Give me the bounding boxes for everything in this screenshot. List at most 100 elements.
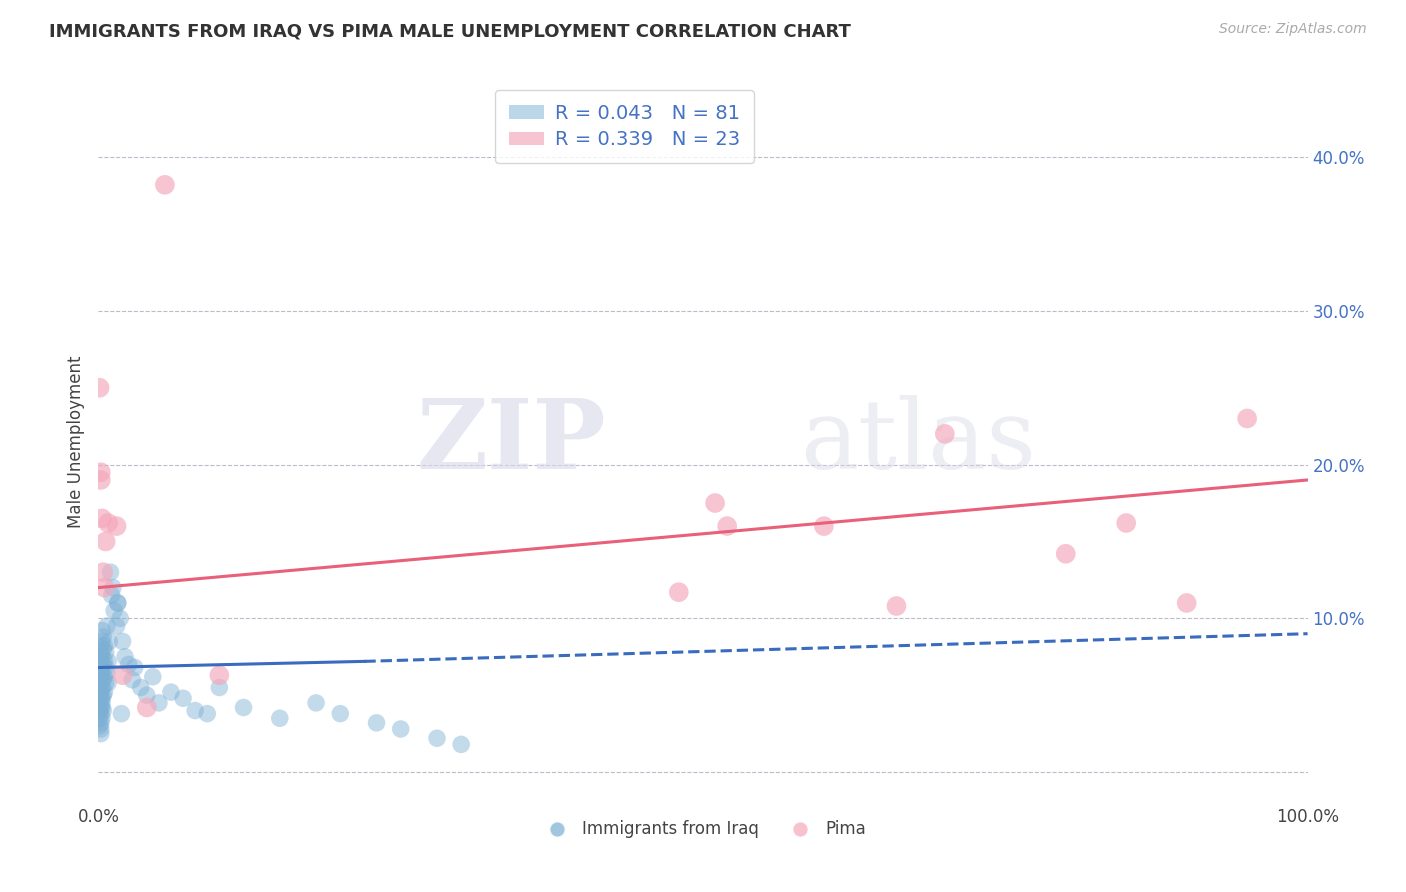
Point	[110, 706, 132, 721]
Point	[1054, 547, 1077, 561]
Point	[135, 688, 157, 702]
Point	[91, 700, 114, 714]
Point	[91, 649, 114, 664]
Point	[1175, 596, 1198, 610]
Text: Source: ZipAtlas.com: Source: ZipAtlas.com	[1219, 22, 1367, 37]
Point	[366, 715, 388, 730]
Point	[90, 465, 112, 479]
Point	[91, 634, 114, 648]
Point	[305, 696, 328, 710]
Point	[89, 696, 111, 710]
Point	[93, 654, 115, 668]
Point	[100, 588, 122, 602]
Point	[97, 516, 120, 530]
Point	[90, 645, 112, 659]
Point	[91, 511, 114, 525]
Point	[232, 700, 254, 714]
Point	[668, 585, 690, 599]
Point	[91, 657, 114, 672]
Point	[105, 619, 128, 633]
Point	[90, 700, 112, 714]
Point	[426, 731, 449, 746]
Point	[704, 496, 727, 510]
Point	[89, 711, 111, 725]
Point	[111, 668, 134, 682]
Point	[93, 639, 115, 653]
Point	[93, 670, 115, 684]
Point	[93, 685, 115, 699]
Point	[89, 681, 111, 695]
Point	[121, 673, 143, 687]
Legend: Immigrants from Iraq, Pima: Immigrants from Iraq, Pima	[533, 814, 873, 845]
Point	[91, 630, 114, 644]
Point	[103, 604, 125, 618]
Point	[94, 534, 117, 549]
Point	[89, 688, 111, 702]
Point	[90, 676, 112, 690]
Point	[716, 519, 738, 533]
Point	[148, 696, 170, 710]
Point	[1115, 516, 1137, 530]
Point	[91, 565, 114, 579]
Point	[118, 657, 141, 672]
Point	[329, 706, 352, 721]
Point	[90, 726, 112, 740]
Point	[90, 639, 112, 653]
Point	[89, 657, 111, 672]
Point	[105, 519, 128, 533]
Point	[90, 670, 112, 684]
Point	[107, 596, 129, 610]
Point	[94, 645, 117, 659]
Point	[91, 673, 114, 687]
Point	[91, 642, 114, 657]
Point	[269, 711, 291, 725]
Point	[135, 700, 157, 714]
Point	[195, 706, 218, 721]
Point	[90, 654, 112, 668]
Point	[90, 715, 112, 730]
Point	[94, 660, 117, 674]
Point	[96, 619, 118, 633]
Point	[934, 426, 956, 441]
Point	[89, 665, 111, 680]
Point	[91, 696, 114, 710]
Point	[89, 704, 111, 718]
Point	[91, 688, 114, 702]
Point	[91, 711, 114, 725]
Y-axis label: Male Unemployment: Male Unemployment	[66, 355, 84, 528]
Point	[96, 665, 118, 680]
Point	[90, 706, 112, 721]
Point	[91, 691, 114, 706]
Text: atlas: atlas	[800, 394, 1036, 489]
Point	[129, 681, 152, 695]
Point	[813, 519, 835, 533]
Point	[90, 685, 112, 699]
Point	[153, 178, 176, 192]
Point	[90, 722, 112, 736]
Point	[91, 681, 114, 695]
Point	[90, 473, 112, 487]
Text: ZIP: ZIP	[416, 394, 606, 489]
Point	[450, 738, 472, 752]
Point	[97, 654, 120, 668]
Point	[98, 634, 121, 648]
Point	[111, 634, 134, 648]
Point	[91, 624, 114, 638]
Point	[100, 565, 122, 579]
Point	[89, 649, 111, 664]
Point	[89, 381, 111, 395]
Point	[142, 670, 165, 684]
Point	[108, 611, 131, 625]
Point	[90, 691, 112, 706]
Point	[89, 719, 111, 733]
Point	[389, 722, 412, 736]
Point	[90, 660, 112, 674]
Point	[124, 660, 146, 674]
Point	[172, 691, 194, 706]
Point	[114, 649, 136, 664]
Point	[94, 676, 117, 690]
Point	[886, 599, 908, 613]
Point	[160, 685, 183, 699]
Point	[208, 668, 231, 682]
Point	[91, 665, 114, 680]
